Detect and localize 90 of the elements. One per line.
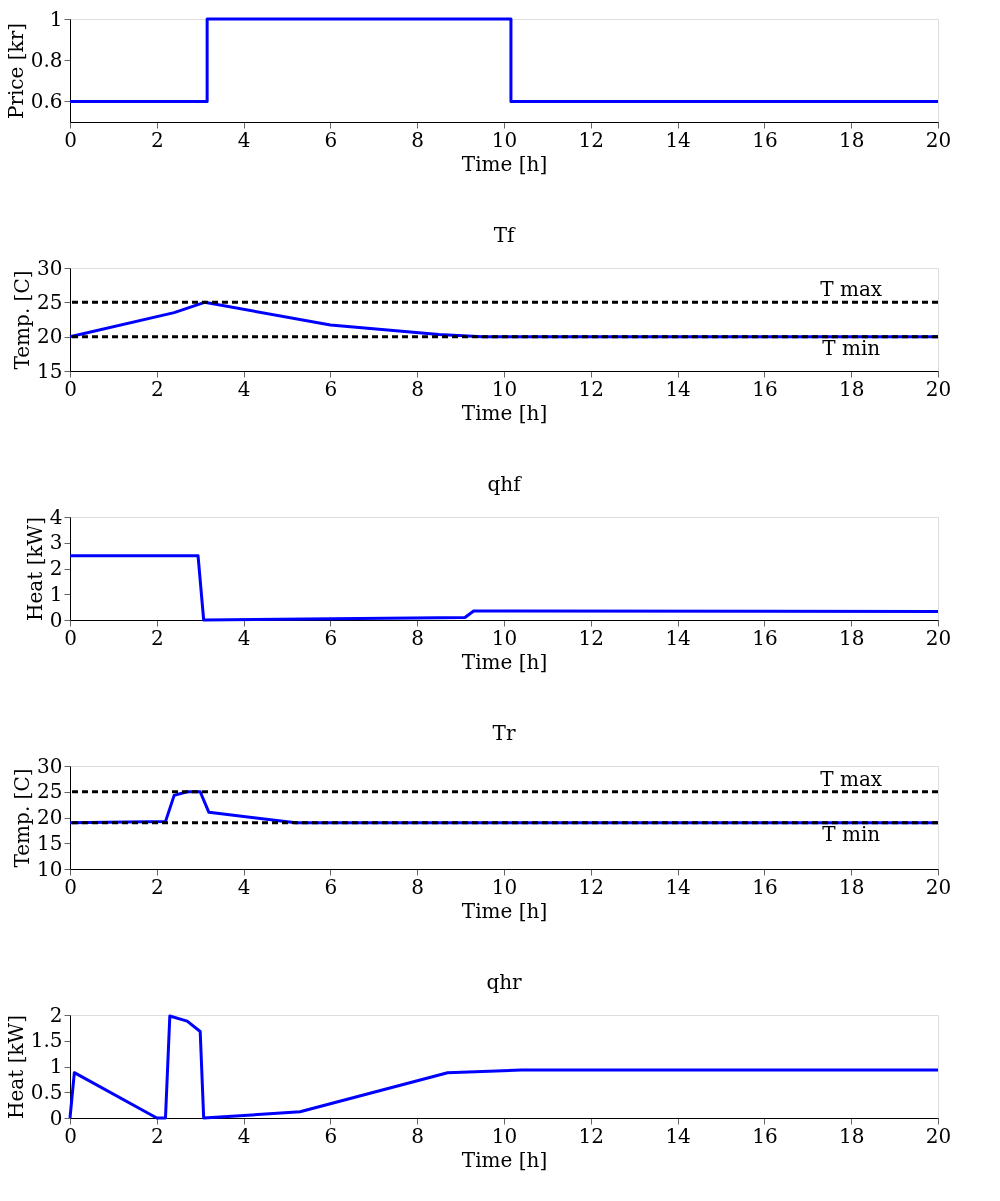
y-axis-title: Heat [kW] [22, 517, 47, 621]
x-tick-label: 12 [578, 376, 605, 401]
x-tick-label: 20 [925, 376, 952, 401]
x-tick-label: 2 [150, 376, 164, 401]
x-tick-label: 8 [411, 625, 425, 650]
x-tick-label: 4 [237, 874, 251, 899]
y-tick-label: 0.6 [30, 88, 63, 113]
x-tick-label: 10 [491, 1123, 518, 1148]
y-tick-label: 15 [37, 358, 63, 383]
x-tick-label: 18 [838, 1123, 865, 1148]
x-tick-label: 8 [411, 874, 425, 899]
x-tick-label: 10 [491, 376, 518, 401]
x-tick-label: 18 [838, 625, 865, 650]
x-tick-label: 2 [150, 127, 164, 152]
x-tick-label: 6 [324, 1123, 338, 1148]
x-tick-label: 6 [324, 625, 338, 650]
y-tick-label: 20 [37, 324, 63, 349]
x-tick-label: 20 [925, 1123, 952, 1148]
y-tick-label: 4 [49, 504, 63, 529]
x-tick-label: 16 [752, 1123, 778, 1148]
y-tick-label: 10 [37, 856, 63, 881]
x-tick-label: 10 [491, 625, 518, 650]
y-axis-title: Temp. [C] [10, 270, 35, 370]
x-tick-label: 20 [925, 874, 952, 899]
x-tick-label: 8 [411, 1123, 425, 1148]
x-tick-label: 10 [491, 127, 518, 152]
x-tick-label: 8 [411, 127, 425, 152]
chart-title: Tr [492, 721, 516, 745]
ref-line-label: T max [820, 277, 883, 302]
chart-title: qhr [486, 970, 523, 994]
y-tick-label: 0 [49, 1105, 63, 1130]
ref-line-label: T min [822, 335, 881, 360]
ref-line-label: T min [822, 821, 881, 846]
x-tick-label: 6 [324, 127, 338, 152]
x-tick-label: 2 [150, 874, 164, 899]
x-axis-title: Time [h] [461, 151, 548, 176]
y-axis-title: Temp. [C] [10, 768, 35, 868]
x-tick-label: 4 [237, 1123, 251, 1148]
x-tick-label: 4 [237, 625, 251, 650]
y-tick-label: 2 [49, 556, 63, 580]
chart-title: Tf [493, 223, 516, 247]
y-tick-label: 30 [37, 753, 63, 778]
x-tick-label: 6 [324, 874, 338, 899]
x-tick-label: 8 [411, 376, 425, 401]
y-tick-label: 20 [37, 805, 63, 829]
y-axis-title: Price [kr] [3, 22, 28, 120]
x-tick-label: 10 [491, 874, 518, 899]
x-tick-label: 12 [578, 1123, 605, 1148]
x-tick-label: 6 [324, 376, 338, 401]
x-tick-label: 14 [665, 376, 691, 401]
y-axis-title: Heat [kW] [3, 1015, 28, 1119]
x-tick-label: 20 [925, 625, 952, 650]
x-tick-label: 18 [838, 874, 865, 899]
x-tick-label: 2 [150, 1123, 164, 1148]
y-tick-label: 1 [49, 1054, 63, 1078]
y-tick-label: 25 [37, 779, 63, 804]
y-tick-label: 1 [49, 581, 63, 606]
x-tick-label: 2 [150, 625, 164, 650]
x-tick-label: 16 [752, 127, 778, 152]
y-tick-label: 0.8 [30, 47, 63, 72]
y-tick-label: 0.5 [30, 1079, 63, 1104]
x-tick-label: 14 [665, 1123, 691, 1148]
x-axis-title: Time [h] [461, 400, 548, 425]
y-tick-label: 2 [49, 1002, 63, 1027]
x-axis-title: Time [h] [461, 649, 548, 674]
x-tick-label: 4 [237, 376, 251, 401]
x-tick-label: 16 [752, 376, 778, 401]
x-axis-title: Time [h] [461, 898, 548, 923]
x-tick-label: 14 [665, 127, 691, 152]
y-tick-label: 1 [49, 6, 63, 31]
y-tick-label: 1.5 [30, 1028, 63, 1053]
x-tick-label: 18 [838, 376, 865, 401]
x-tick-label: 16 [752, 625, 778, 650]
x-tick-label: 4 [237, 127, 251, 152]
x-tick-label: 12 [578, 625, 605, 650]
ref-line-label: T max [820, 766, 883, 791]
x-axis-title: Time [h] [461, 1147, 548, 1172]
chart-title: qhf [487, 472, 523, 496]
x-tick-label: 14 [665, 874, 691, 899]
y-tick-label: 30 [37, 255, 63, 280]
x-tick-label: 12 [578, 874, 605, 899]
x-tick-label: 20 [925, 127, 952, 152]
x-tick-label: 16 [752, 874, 778, 899]
y-tick-label: 0 [49, 607, 63, 632]
y-tick-label: 3 [49, 530, 63, 555]
y-tick-label: 15 [37, 830, 63, 855]
x-tick-label: 12 [578, 127, 605, 152]
x-tick-label: 18 [838, 127, 865, 152]
x-tick-label: 14 [665, 625, 691, 650]
y-tick-label: 25 [37, 289, 63, 314]
